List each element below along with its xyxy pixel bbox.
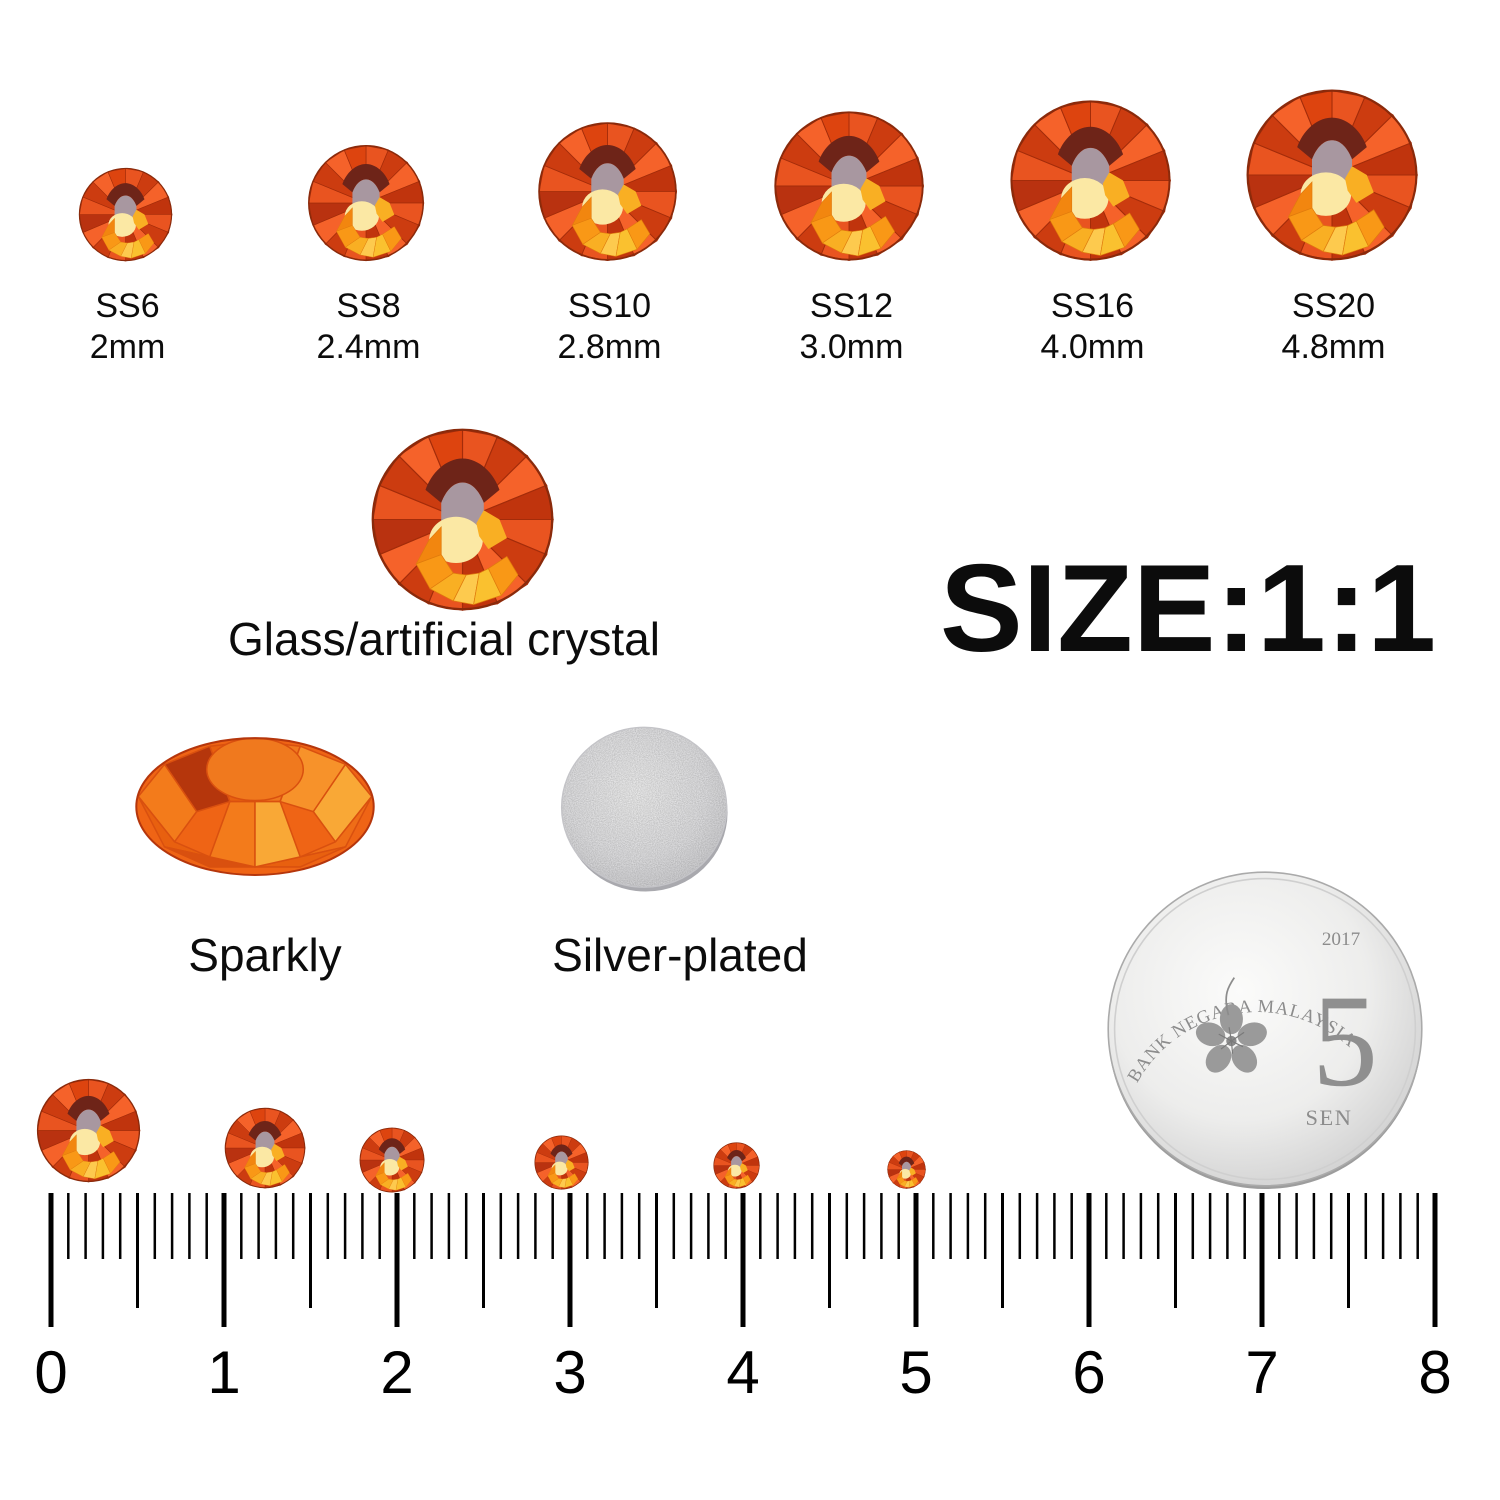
svg-text:1: 1 (207, 1339, 240, 1403)
svg-text:7: 7 (1245, 1339, 1278, 1403)
svg-text:5: 5 (899, 1339, 932, 1403)
svg-text:3: 3 (553, 1339, 586, 1403)
svg-text:4: 4 (726, 1339, 759, 1403)
svg-text:2: 2 (380, 1339, 413, 1403)
svg-text:6: 6 (1072, 1339, 1105, 1403)
svg-text:8: 8 (1418, 1339, 1451, 1403)
svg-text:0: 0 (34, 1339, 67, 1403)
